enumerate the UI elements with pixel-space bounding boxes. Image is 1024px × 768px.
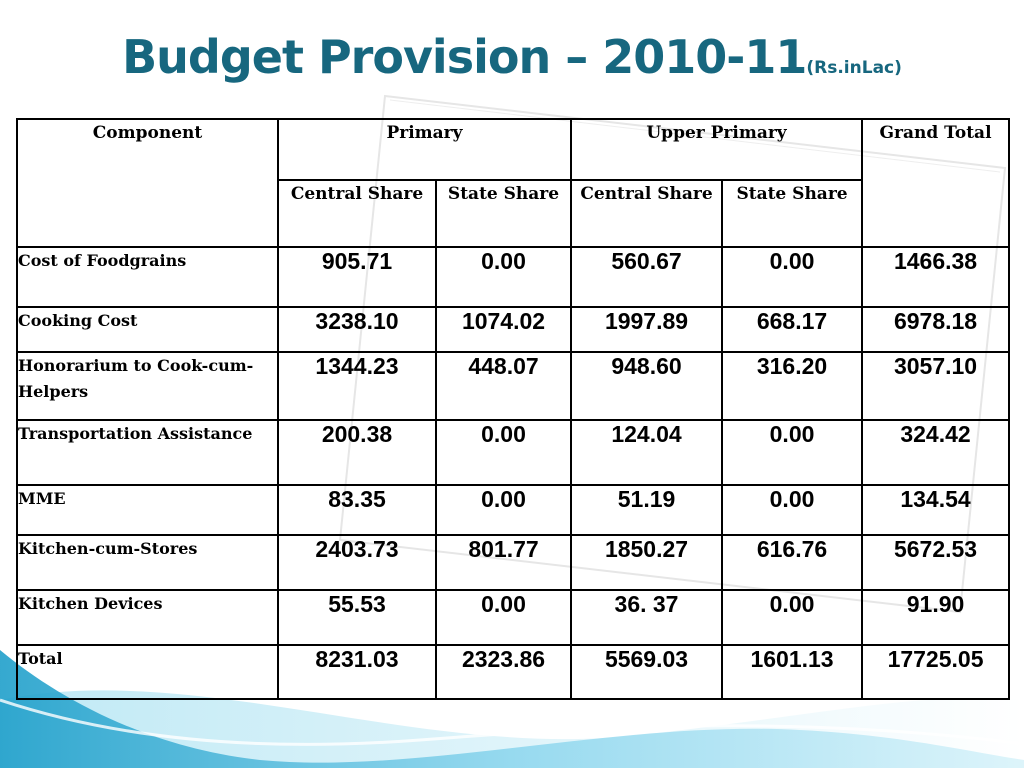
cell-primary-state: 0.00 <box>434 419 573 486</box>
row-label: Total <box>16 644 279 700</box>
cell-primary-central: 2403.73 <box>277 534 437 591</box>
title-unit: (Rs.inLac) <box>806 58 902 78</box>
cell-primary-central: 83.35 <box>277 484 437 536</box>
row-label: Kitchen Devices <box>16 589 279 646</box>
table-row-total: Total 8231.03 2323.86 5569.03 1601.13 17… <box>16 644 1011 700</box>
table-row: Kitchen Devices 55.53 0.00 36. 37 0.00 9… <box>16 589 1011 646</box>
header-row-top: Component Primary Upper Primary Grand To… <box>16 118 1011 248</box>
row-label: Transportation Assistance <box>16 419 279 486</box>
cell-grand-total: 3057.10 <box>861 351 1011 421</box>
cell-upper-central: 51.19 <box>570 484 724 536</box>
header-primary-state-share: State Share <box>434 179 573 248</box>
cell-primary-state: 801.77 <box>434 534 573 591</box>
row-label: Kitchen-cum-Stores <box>16 534 279 591</box>
cell-upper-state: 0.00 <box>721 419 864 486</box>
cell-primary-central: 905.71 <box>277 246 437 308</box>
header-primary-central-share: Central Share <box>277 179 437 248</box>
cell-upper-central: 124.04 <box>570 419 724 486</box>
cell-upper-state: 616.76 <box>721 534 864 591</box>
cell-upper-central: 1850.27 <box>570 534 724 591</box>
cell-upper-central: 5569.03 <box>570 644 724 700</box>
cell-upper-state: 0.00 <box>721 589 864 646</box>
wave-dark <box>0 650 1024 768</box>
row-label: Cooking Cost <box>16 306 279 353</box>
cell-primary-state: 0.00 <box>434 589 573 646</box>
cell-upper-central: 560.67 <box>570 246 724 308</box>
table-row: Honorarium to Cook-cum-Helpers 1344.23 4… <box>16 351 1011 421</box>
cell-upper-state: 668.17 <box>721 306 864 353</box>
cell-primary-central: 200.38 <box>277 419 437 486</box>
cell-grand-total: 91.90 <box>861 589 1011 646</box>
slide-title: Budget Provision – 2010-11(Rs.inLac) <box>0 30 1024 84</box>
table-row: Cooking Cost 3238.10 1074.02 1997.89 668… <box>16 306 1011 353</box>
cell-upper-state: 1601.13 <box>721 644 864 700</box>
cell-upper-state: 0.00 <box>721 484 864 536</box>
cell-primary-central: 1344.23 <box>277 351 437 421</box>
cell-upper-state: 0.00 <box>721 246 864 308</box>
cell-primary-state: 2323.86 <box>434 644 573 700</box>
header-component: Component <box>16 118 279 248</box>
header-grand-total: Grand Total <box>861 118 1011 248</box>
table-row: Cost of Foodgrains 905.71 0.00 560.67 0.… <box>16 246 1011 308</box>
cell-upper-central: 948.60 <box>570 351 724 421</box>
cell-primary-state: 0.00 <box>434 246 573 308</box>
table-row: MME 83.35 0.00 51.19 0.00 134.54 <box>16 484 1011 536</box>
cell-primary-state: 0.00 <box>434 484 573 536</box>
cell-primary-central: 55.53 <box>277 589 437 646</box>
header-upper-central-share: Central Share <box>570 179 724 248</box>
cell-grand-total: 17725.05 <box>861 644 1011 700</box>
cell-grand-total: 324.42 <box>861 419 1011 486</box>
cell-primary-central: 8231.03 <box>277 644 437 700</box>
cell-primary-state: 1074.02 <box>434 306 573 353</box>
cell-grand-total: 6978.18 <box>861 306 1011 353</box>
cell-upper-central: 1997.89 <box>570 306 724 353</box>
row-label: Cost of Foodgrains <box>16 246 279 308</box>
cell-grand-total: 134.54 <box>861 484 1011 536</box>
header-upper-state-share: State Share <box>721 179 864 248</box>
cell-grand-total: 5672.53 <box>861 534 1011 591</box>
cell-grand-total: 1466.38 <box>861 246 1011 308</box>
row-label: MME <box>16 484 279 536</box>
title-text: Budget Provision – 2010-11 <box>122 30 807 84</box>
header-row-sub: Central Share State Share Central Share … <box>17 179 1009 248</box>
header-upper-primary: Upper Primary <box>570 118 864 181</box>
table-row: Kitchen-cum-Stores 2403.73 801.77 1850.2… <box>16 534 1011 591</box>
cell-upper-central: 36. 37 <box>570 589 724 646</box>
cell-primary-state: 448.07 <box>434 351 573 421</box>
cell-upper-state: 316.20 <box>721 351 864 421</box>
cell-primary-central: 3238.10 <box>277 306 437 353</box>
budget-table: Component Primary Upper Primary Grand To… <box>16 118 1011 700</box>
table-row: Transportation Assistance 200.38 0.00 12… <box>16 419 1011 486</box>
header-primary: Primary <box>276 118 573 181</box>
row-label: Honorarium to Cook-cum-Helpers <box>16 351 279 421</box>
